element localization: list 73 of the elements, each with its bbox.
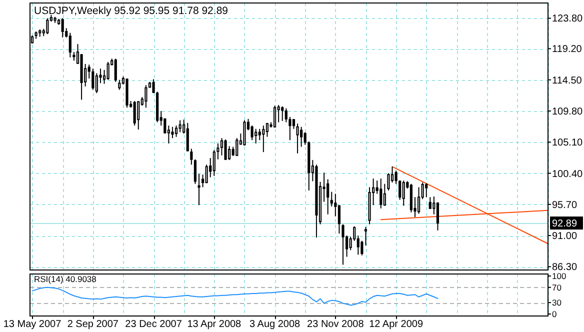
candlestick	[194, 158, 197, 184]
candlestick	[186, 122, 189, 152]
x-tick-label: 13 May 2007	[3, 319, 62, 330]
candlestick	[133, 100, 136, 126]
candlestick	[360, 240, 364, 256]
candlestick	[304, 132, 306, 146]
y-tick-label: 114.50	[552, 75, 582, 86]
line-series	[32, 286, 438, 306]
candlestick	[171, 126, 174, 139]
y-tick-label: 109.80	[552, 106, 584, 118]
candlestick	[190, 148, 193, 166]
x-tick-label: 23 Dec 2007	[125, 319, 182, 330]
candlestick	[178, 120, 182, 133]
candlestick	[364, 226, 368, 246]
candlestick	[296, 123, 299, 154]
y-tick-label: 100	[552, 270, 566, 281]
candlestick	[205, 164, 208, 184]
candlestick	[250, 125, 254, 141]
candlestick	[254, 128, 258, 144]
y-tick-label: 70	[552, 282, 562, 292]
candlestick	[380, 178, 382, 209]
candlestick	[338, 204, 341, 234]
ref-line-label: 92.89	[552, 218, 578, 230]
candlestick	[402, 180, 405, 206]
candlestick	[118, 79, 121, 90]
candlestick	[137, 100, 140, 130]
y-tick-label: 0	[552, 308, 557, 319]
y-tick-label: 100.40	[552, 168, 584, 180]
candlestick	[46, 18, 49, 35]
y-tick-label: 91.00	[552, 231, 578, 242]
x-tick-label: 3 Aug 2008	[249, 319, 301, 330]
chart-title: USDJPY,Weekly 95.92 95.95 91.78 92.89	[34, 5, 228, 17]
y-tick-label: 105.10	[552, 138, 584, 149]
candlestick	[144, 84, 148, 108]
chart-title: RSI(14) 40.9038	[34, 274, 97, 284]
candlestick	[326, 178, 330, 215]
candlestick	[220, 138, 224, 156]
candlestick	[383, 183, 386, 206]
candlestick	[212, 150, 216, 176]
candlestick	[342, 224, 344, 266]
candlestick	[425, 182, 428, 198]
candlestick	[243, 120, 246, 146]
candlestick	[88, 64, 90, 80]
candlestick	[224, 138, 227, 161]
candlestick	[106, 61, 110, 80]
candlestick	[436, 202, 440, 231]
candlestick	[92, 68, 94, 90]
y-tick-label: 119.20	[552, 44, 582, 56]
candlestick	[273, 105, 276, 128]
candlestick	[68, 32, 72, 58]
candlestick	[198, 173, 200, 206]
x-tick-label: 23 Nov 2008	[307, 319, 364, 330]
y-tick-label: 123.80	[552, 14, 584, 25]
candlestick	[258, 128, 261, 141]
candlestick	[330, 191, 333, 207]
y-tick-label: 95.70	[552, 200, 578, 211]
y-tick-label: 30	[552, 298, 562, 308]
candlestick	[262, 125, 265, 153]
candlestick	[284, 108, 288, 123]
x-tick-label: 2 Sep 2007	[67, 319, 119, 330]
candlestick	[266, 122, 269, 138]
candlestick	[174, 125, 178, 138]
candlestick	[236, 138, 238, 157]
y-tick-label: 86.30	[552, 262, 578, 274]
x-tick-label: 12 Apr 2009	[369, 319, 424, 330]
candlestick	[95, 72, 98, 94]
candlestick	[281, 106, 284, 122]
candlestick	[417, 186, 420, 214]
candlestick	[114, 58, 117, 82]
x-tick-label: 13 Apr 2008	[187, 319, 242, 330]
candlestick	[300, 126, 303, 148]
candlestick	[61, 18, 64, 38]
candlestick	[387, 172, 390, 191]
